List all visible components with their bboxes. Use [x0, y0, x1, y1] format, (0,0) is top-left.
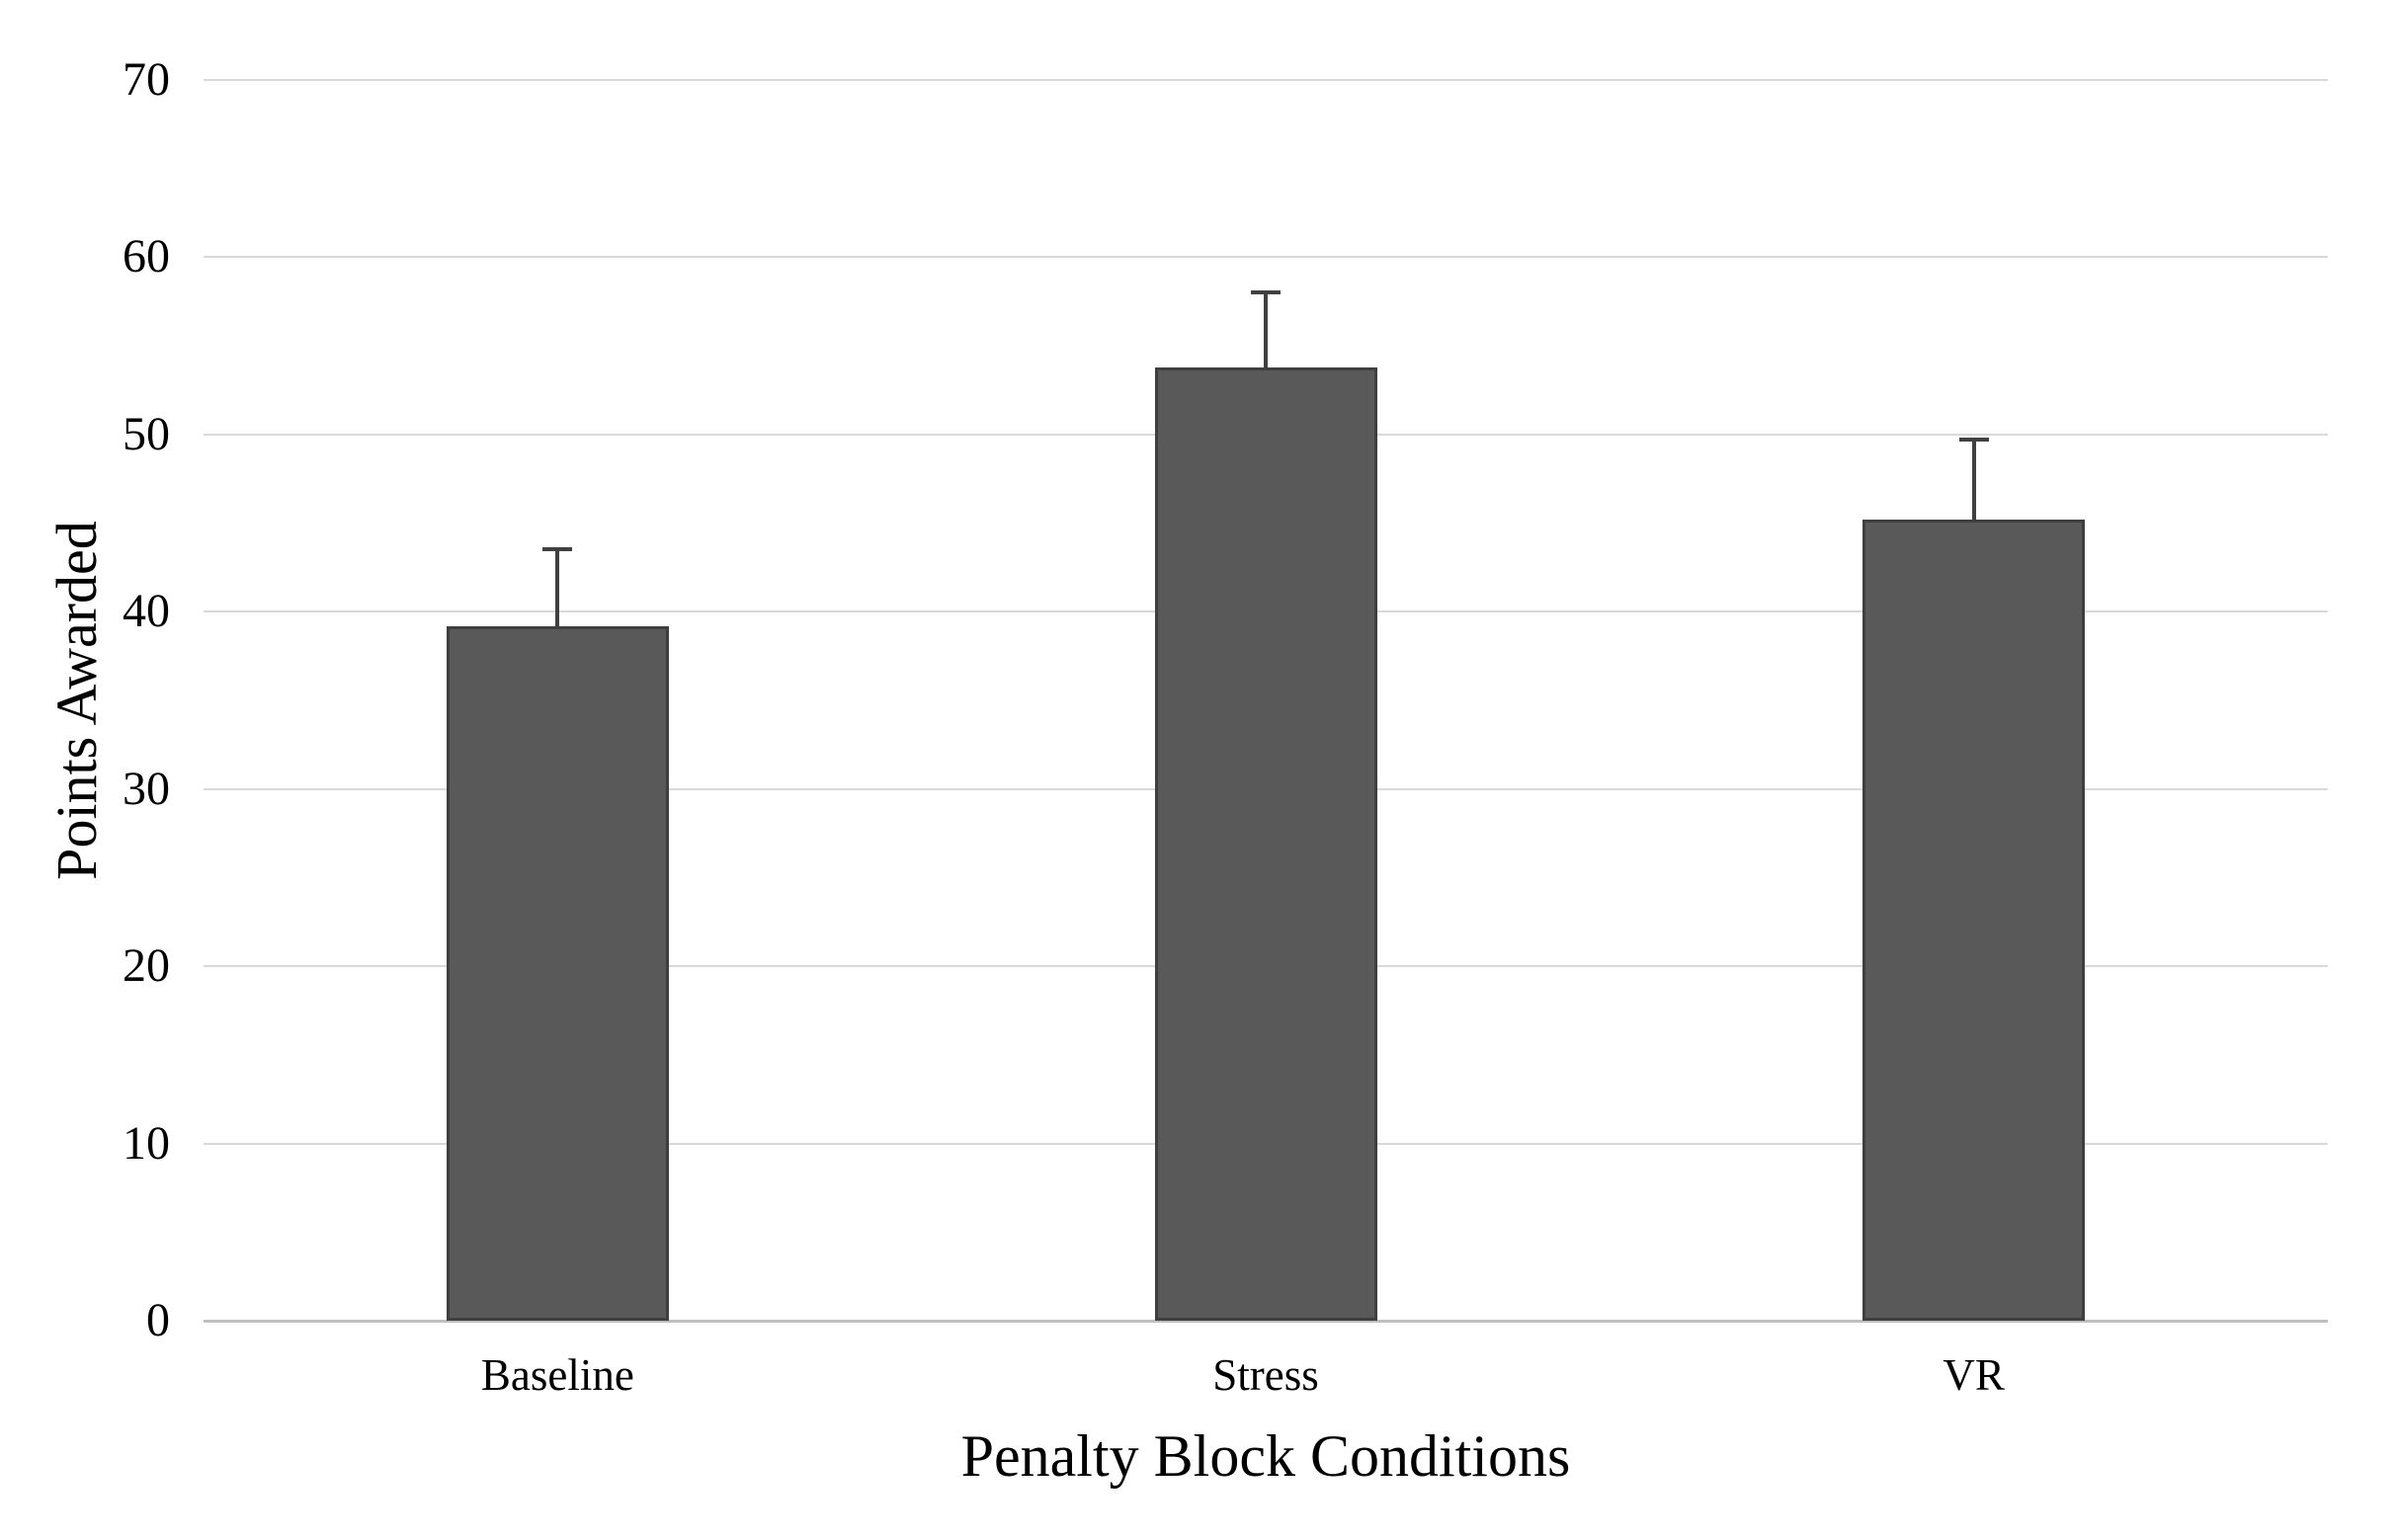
- error-bar-cap: [542, 547, 573, 552]
- y-tick-label: 0: [146, 1294, 170, 1346]
- y-tick-label: 40: [123, 585, 170, 638]
- bar-stress: [1154, 366, 1377, 1321]
- category-label-stress: Stress: [1212, 1350, 1319, 1400]
- x-axis-title: Penalty Block Conditions: [960, 1423, 1571, 1489]
- y-tick-label: 60: [123, 230, 170, 284]
- error-bar-line: [1264, 292, 1268, 367]
- y-tick-label: 50: [123, 407, 170, 460]
- bar-baseline: [446, 625, 669, 1321]
- category-label-baseline: Baseline: [480, 1350, 634, 1400]
- error-bar-cap: [1251, 290, 1281, 295]
- error-bar-line: [555, 549, 560, 626]
- y-tick-label: 70: [123, 53, 170, 106]
- x-axis-line: [204, 1320, 2328, 1323]
- gridline: [204, 79, 2328, 81]
- error-bar-line: [1971, 440, 1976, 520]
- error-bar-cap: [1958, 438, 1989, 443]
- y-tick-label: 30: [123, 762, 170, 815]
- gridline: [204, 256, 2328, 259]
- bar-vr: [1862, 519, 2086, 1321]
- y-tick-label: 20: [123, 939, 170, 993]
- category-label-vr: VR: [1943, 1350, 2005, 1400]
- y-tick-label: 10: [123, 1116, 170, 1170]
